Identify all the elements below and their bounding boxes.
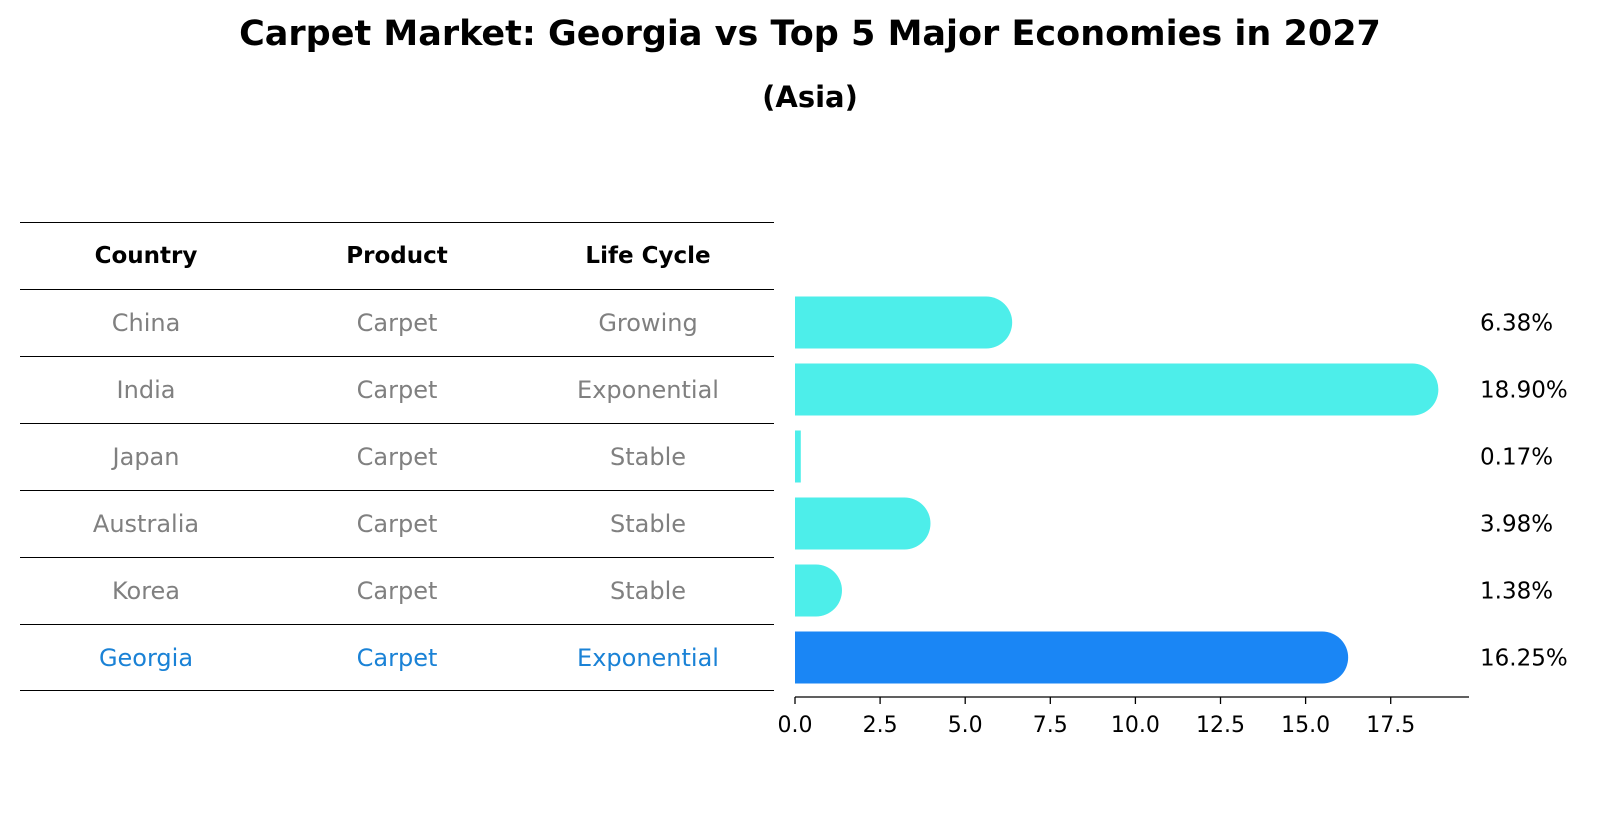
- cell-life-cycle: Exponential: [577, 644, 719, 672]
- header-life-cycle: Life Cycle: [585, 243, 711, 269]
- table-row: Korea Carpet Stable: [20, 557, 774, 624]
- data-table: Country Product Life Cycle China Carpet Gr…: [20, 222, 774, 691]
- cell-product: Carpet: [356, 443, 438, 471]
- cell-country: Korea: [111, 577, 181, 605]
- bar-india: [795, 363, 1439, 416]
- cell-life-cycle: Stable: [609, 443, 687, 471]
- cell-life-cycle: Growing: [598, 309, 698, 337]
- cell-life-cycle: Stable: [609, 577, 687, 605]
- bar-georgia: [795, 631, 1349, 684]
- chart-subtitle: (Asia): [762, 80, 858, 114]
- x-tick-label: 12.5: [1196, 713, 1245, 738]
- cell-life-cycle: Stable: [609, 510, 687, 538]
- header-country: Country: [94, 243, 198, 269]
- value-label-korea: 1.38%: [1480, 579, 1553, 605]
- x-tick-label: 10.0: [1111, 713, 1160, 738]
- cell-country: Georgia: [98, 644, 194, 672]
- value-label-japan: 0.17%: [1480, 445, 1553, 471]
- bar-japan: [795, 430, 801, 483]
- value-label-china: 6.38%: [1480, 311, 1553, 337]
- table-row: Japan Carpet Stable: [20, 423, 774, 490]
- header-product: Product: [346, 243, 448, 269]
- bar-australia: [795, 497, 931, 550]
- table-header-row: Country Product Life Cycle: [20, 222, 774, 289]
- chart-title: Carpet Market: Georgia vs Top 5 Major Ec…: [239, 14, 1381, 54]
- value-label-australia: 3.98%: [1480, 512, 1553, 538]
- value-label-india: 18.90%: [1480, 378, 1568, 404]
- cell-product: Carpet: [356, 644, 438, 672]
- bar-china: [795, 296, 1013, 349]
- cell-life-cycle: Exponential: [577, 376, 719, 404]
- cell-product: Carpet: [356, 309, 438, 337]
- bar-korea: [795, 564, 842, 617]
- table-row: Australia Carpet Stable: [20, 490, 774, 557]
- cell-product: Carpet: [356, 577, 438, 605]
- cell-country: Japan: [112, 443, 180, 471]
- cell-product: Carpet: [356, 510, 438, 538]
- cell-country: China: [111, 309, 181, 337]
- cell-country: Australia: [92, 510, 200, 538]
- table-row: India Carpet Exponential: [20, 356, 774, 423]
- table-row: China Carpet Growing: [20, 289, 774, 356]
- x-tick-label: 2.5: [863, 713, 898, 738]
- cell-product: Carpet: [356, 376, 438, 404]
- cell-country: India: [116, 376, 176, 404]
- value-label-georgia: 16.25%: [1480, 646, 1568, 672]
- x-tick-label: 5.0: [948, 713, 983, 738]
- x-tick-label: 0.0: [778, 713, 813, 738]
- x-tick-label: 7.5: [1033, 713, 1068, 738]
- x-tick-label: 15.0: [1281, 713, 1330, 738]
- table-row: Georgia Carpet Exponential: [20, 624, 774, 691]
- x-tick-label: 17.5: [1366, 713, 1415, 738]
